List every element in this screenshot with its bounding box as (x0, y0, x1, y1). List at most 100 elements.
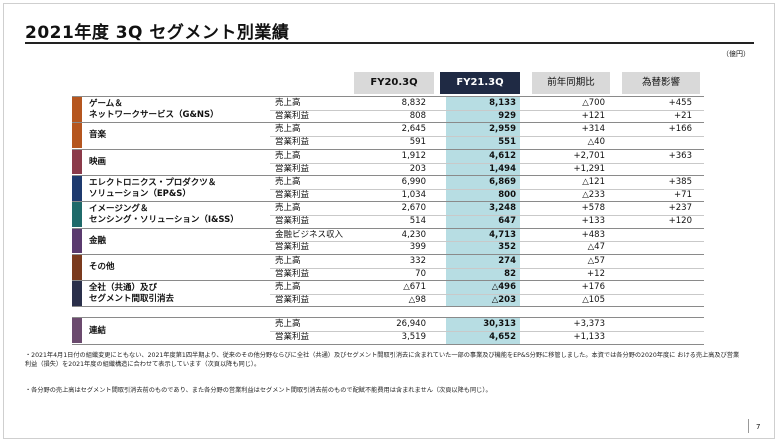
value-fx: +385 (668, 176, 692, 187)
value-yoy: △57 (587, 255, 605, 266)
consolidated-top-rule (72, 317, 704, 318)
value-fy21: △203 (491, 295, 516, 305)
value-fy21: 4,652 (489, 331, 516, 342)
value-yoy: +1,133 (573, 331, 605, 342)
row-label: 売上高 (275, 176, 301, 187)
value-yoy: +176 (581, 282, 605, 293)
row-divider (270, 294, 704, 295)
row-label: 売上高 (275, 255, 301, 266)
segment-color-bar (72, 175, 82, 201)
segment-divider (72, 280, 704, 282)
segment-name: 音楽 (89, 130, 107, 141)
row-label: 営業利益 (275, 189, 310, 200)
value-fy20: 8,832 (401, 98, 426, 108)
value-yoy: +2,701 (573, 150, 605, 161)
row-divider (270, 241, 704, 243)
row-label: 売上高 (275, 319, 301, 329)
consolidated-name: 連結 (89, 326, 107, 336)
header-fy20: FY20.3Q (354, 72, 434, 94)
row-label: 営業利益 (275, 137, 310, 148)
row-divider (270, 330, 704, 332)
value-fy21: 800 (498, 189, 516, 200)
row-label: 営業利益 (275, 163, 310, 174)
value-yoy: △105 (582, 295, 605, 305)
value-yoy: +1,291 (573, 163, 605, 174)
value-yoy: +314 (581, 124, 605, 135)
consolidated-color-bar (72, 318, 82, 343)
row-label: 営業利益 (275, 295, 310, 305)
row-label: 売上高 (275, 203, 301, 214)
value-fy20: 1,912 (401, 150, 426, 161)
segment-name: その他 (89, 261, 115, 272)
segment-name: 金融 (89, 235, 107, 246)
value-fy21: 274 (498, 255, 516, 266)
segment-color-bar (72, 97, 82, 122)
value-yoy: +578 (581, 203, 605, 214)
row-label: 売上高 (275, 98, 301, 108)
value-fy20: 26,940 (396, 319, 426, 329)
value-fy21: 929 (498, 110, 516, 121)
segment-divider (72, 148, 704, 150)
footnote-1: ・2021年4月1日付の組織変更にともない、2021年度第1四半期より、従来のそ… (25, 352, 740, 368)
row-label: 営業利益 (275, 268, 310, 279)
value-yoy: +3,373 (573, 319, 605, 329)
title-underline (25, 42, 754, 44)
row-divider (270, 162, 704, 164)
segment-divider (72, 201, 704, 203)
row-label: 営業利益 (275, 331, 310, 342)
value-yoy: △121 (582, 176, 605, 187)
row-divider (270, 109, 704, 111)
row-label: 売上高 (275, 124, 301, 135)
value-fx: +166 (668, 124, 692, 135)
value-yoy: △233 (582, 189, 605, 200)
page-number: 7 (756, 423, 761, 431)
row-divider (270, 136, 704, 138)
value-fy21: 2,959 (489, 124, 516, 135)
value-fy21: △496 (491, 282, 516, 293)
value-fy20: 70 (415, 268, 426, 279)
segment-name: ゲーム＆ (89, 99, 123, 109)
segment-divider (72, 122, 704, 124)
row-label: 営業利益 (275, 216, 310, 227)
row-label: 営業利益 (275, 110, 310, 121)
segment-color-bar (72, 149, 82, 175)
value-fy20: 332 (409, 255, 426, 266)
value-fy20: 203 (409, 163, 426, 174)
value-fx: +455 (668, 98, 692, 108)
segment-divider (72, 227, 704, 229)
value-fy20: 6,990 (401, 176, 426, 187)
segment-name: ネットワークサービス（G&NS） (89, 110, 219, 120)
segment-divider (72, 174, 704, 176)
value-fy21: 82 (504, 268, 516, 279)
value-fy21: 4,713 (489, 229, 516, 240)
header-fy21: FY21.3Q (440, 72, 520, 94)
segment-color-bar (72, 228, 82, 254)
value-fx: +71 (674, 189, 692, 200)
value-yoy: +121 (581, 110, 605, 121)
value-fy20: 1,034 (401, 189, 426, 200)
value-fy20: △98 (408, 295, 426, 305)
value-fx: +237 (668, 203, 692, 214)
segment-name: 全社（共通）及び (89, 283, 158, 294)
value-fy21: 3,248 (489, 203, 516, 214)
value-fy21: 6,869 (489, 176, 516, 187)
segment-color-bar (72, 254, 82, 280)
value-fy21: 551 (498, 137, 516, 148)
value-fy21: 352 (498, 242, 516, 253)
segment-color-bar (72, 202, 82, 227)
page-number-divider (748, 419, 749, 433)
row-label: 営業利益 (275, 242, 310, 253)
value-fy20: 2,645 (401, 124, 426, 135)
segment-color-bar (72, 123, 82, 149)
segment-name: センシング・ソリューション（I&SS） (89, 215, 239, 226)
value-fy21: 8,133 (489, 98, 516, 108)
segment-divider (72, 306, 704, 308)
segment-name: ソリューション（EP&S） (89, 188, 191, 199)
value-yoy: +12 (587, 268, 605, 279)
value-fy21: 647 (498, 216, 516, 227)
footnote-2: ・各分野の売上高はセグメント間取引消去前のものであり、また各分野の営業利益はセグ… (25, 387, 492, 394)
segment-divider (72, 253, 704, 255)
row-label: 売上高 (275, 282, 301, 293)
value-fy20: 3,519 (401, 331, 426, 342)
value-fy20: 591 (409, 137, 426, 148)
